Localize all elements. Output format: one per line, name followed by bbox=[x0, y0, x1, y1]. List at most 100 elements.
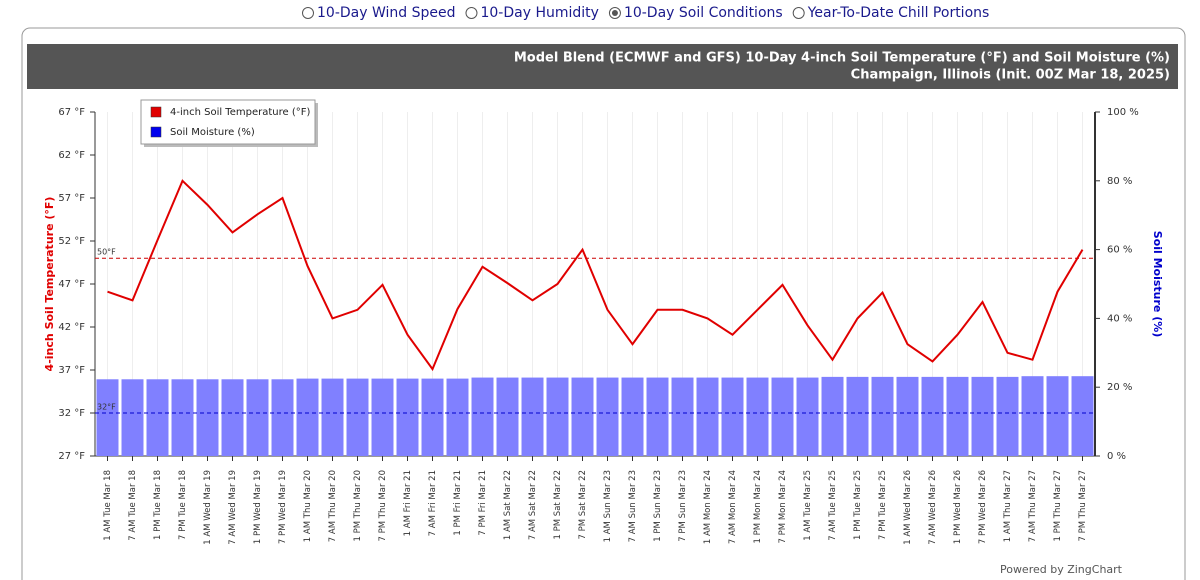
radio-label[interactable]: Year-To-Date Chill Portions bbox=[807, 5, 990, 21]
bar bbox=[771, 377, 794, 456]
bar bbox=[521, 377, 544, 456]
bar bbox=[746, 377, 769, 456]
y-tick-label: 37 °F bbox=[58, 365, 85, 376]
bar bbox=[271, 379, 294, 456]
x-tick-label: 7 PM Wed Mar 26 bbox=[978, 470, 988, 544]
header-bar bbox=[27, 44, 1178, 89]
x-tick-label: 7 AM Wed Mar 26 bbox=[928, 470, 938, 545]
bar bbox=[296, 378, 319, 456]
bar bbox=[621, 377, 644, 456]
x-tick-label: 7 AM Mon Mar 24 bbox=[728, 470, 738, 544]
bar bbox=[246, 379, 269, 456]
x-tick-label: 1 AM Thu Mar 20 bbox=[303, 470, 313, 542]
bar bbox=[571, 377, 594, 456]
x-tick-label: 1 AM Tue Mar 18 bbox=[103, 470, 113, 541]
x-tick-label: 1 AM Sun Mar 23 bbox=[603, 470, 613, 542]
bar bbox=[796, 377, 819, 456]
x-tick-label: 1 AM Sat Mar 22 bbox=[503, 470, 513, 540]
x-tick-label: 7 AM Wed Mar 19 bbox=[228, 470, 238, 545]
chart-subtitle: Champaign, Illinois (Init. 00Z Mar 18, 2… bbox=[851, 68, 1170, 83]
bar bbox=[821, 376, 844, 456]
y-tick-label: 27 °F bbox=[58, 451, 85, 462]
bar bbox=[171, 379, 194, 456]
x-tick-label: 7 PM Wed Mar 19 bbox=[278, 470, 288, 544]
y-tick-label: 67 °F bbox=[58, 107, 85, 118]
x-tick-label: 7 AM Sun Mar 23 bbox=[628, 470, 638, 542]
x-tick-label: 1 AM Wed Mar 26 bbox=[903, 470, 913, 545]
bar bbox=[846, 376, 869, 456]
radio-label[interactable]: 10-Day Wind Speed bbox=[317, 5, 455, 21]
bar bbox=[371, 378, 394, 456]
y-tick-label: 52 °F bbox=[58, 236, 85, 247]
bar bbox=[671, 377, 694, 456]
reference-label: 50°F bbox=[97, 248, 116, 257]
radio-button[interactable] bbox=[792, 7, 805, 19]
y2-tick-label: 80 % bbox=[1107, 176, 1132, 187]
y-tick-label: 47 °F bbox=[58, 279, 85, 290]
x-tick-label: 7 AM Thu Mar 20 bbox=[328, 470, 338, 542]
radio-label[interactable]: 10-Day Soil Conditions bbox=[624, 5, 783, 21]
chart-title: Model Blend (ECMWF and GFS) 10-Day 4-inc… bbox=[514, 51, 1170, 66]
x-tick-label: 7 PM Sun Mar 23 bbox=[678, 470, 688, 542]
bar bbox=[321, 378, 344, 456]
x-tick-label: 1 AM Wed Mar 19 bbox=[203, 470, 213, 545]
x-tick-label: 1 PM Wed Mar 19 bbox=[253, 470, 263, 544]
x-tick-label: 7 PM Fri Mar 21 bbox=[478, 470, 488, 536]
x-tick-label: 1 PM Fri Mar 21 bbox=[453, 470, 463, 536]
x-tick-label: 1 PM Tue Mar 18 bbox=[153, 470, 163, 540]
bar bbox=[121, 379, 144, 456]
footer: Powered by ZingChart bbox=[1000, 563, 1123, 576]
radio-button[interactable] bbox=[302, 7, 314, 19]
radio-button[interactable] bbox=[465, 7, 478, 19]
bar bbox=[1021, 376, 1044, 456]
y2-tick-label: 60 % bbox=[1107, 245, 1132, 256]
bar bbox=[1071, 376, 1094, 456]
line bbox=[107, 179, 1084, 372]
y-tick-label: 42 °F bbox=[58, 322, 85, 333]
x-tick-label: 1 PM Sun Mar 23 bbox=[653, 470, 663, 542]
x-tick-label: 7 PM Thu Mar 27 bbox=[1078, 470, 1088, 542]
x-tick-label: 7 PM Mon Mar 24 bbox=[778, 470, 788, 543]
bar bbox=[346, 378, 369, 456]
x-tick-label: 7 AM Fri Mar 21 bbox=[428, 470, 438, 536]
bar bbox=[446, 378, 469, 456]
bar bbox=[221, 379, 244, 456]
x-tick-label: 7 PM Tue Mar 18 bbox=[178, 470, 188, 540]
x-tick-label: 1 PM Sat Mar 22 bbox=[553, 470, 563, 539]
y2-tick-label: 0 % bbox=[1107, 451, 1126, 462]
legend bbox=[140, 99, 316, 145]
bar bbox=[471, 377, 494, 456]
bar bbox=[971, 376, 994, 456]
bar bbox=[871, 376, 894, 456]
y-tick-label: 57 °F bbox=[58, 193, 85, 204]
x-tick-label: 7 AM Thu Mar 27 bbox=[1028, 470, 1038, 542]
bar bbox=[896, 376, 919, 456]
legend-swatch bbox=[150, 106, 162, 118]
x-tick-label: 7 AM Tue Mar 25 bbox=[828, 470, 838, 541]
radio-label[interactable]: 10-Day Humidity bbox=[480, 5, 598, 21]
x-tick-label: 1 AM Mon Mar 24 bbox=[703, 470, 713, 544]
legend-swatch bbox=[150, 126, 162, 138]
x-tick-label: 1 AM Thu Mar 27 bbox=[1003, 470, 1013, 542]
bar bbox=[146, 379, 169, 456]
x-tick-label: 7 PM Thu Mar 20 bbox=[378, 470, 388, 542]
radio-dot bbox=[611, 10, 618, 16]
bar bbox=[546, 377, 569, 456]
bar bbox=[421, 378, 444, 456]
bar bbox=[721, 377, 744, 456]
x-tick-label: 7 PM Sat Mar 22 bbox=[578, 470, 588, 539]
y2-axis-title: Soil Moisture (%) bbox=[1151, 231, 1164, 338]
x-tick-label: 7 PM Tue Mar 25 bbox=[878, 470, 888, 540]
x-tick-label: 1 PM Wed Mar 26 bbox=[953, 470, 963, 544]
bar bbox=[646, 377, 669, 456]
legend-label: 4-inch Soil Temperature (°F) bbox=[170, 107, 310, 118]
bar bbox=[696, 377, 719, 456]
bar bbox=[946, 376, 969, 456]
bar bbox=[596, 377, 619, 456]
reference-label: 32°F bbox=[97, 403, 116, 412]
y2-tick-label: 20 % bbox=[1107, 382, 1132, 393]
x-tick-label: 7 AM Sat Mar 22 bbox=[528, 470, 538, 540]
x-tick-label: 1 PM Thu Mar 20 bbox=[353, 470, 363, 542]
